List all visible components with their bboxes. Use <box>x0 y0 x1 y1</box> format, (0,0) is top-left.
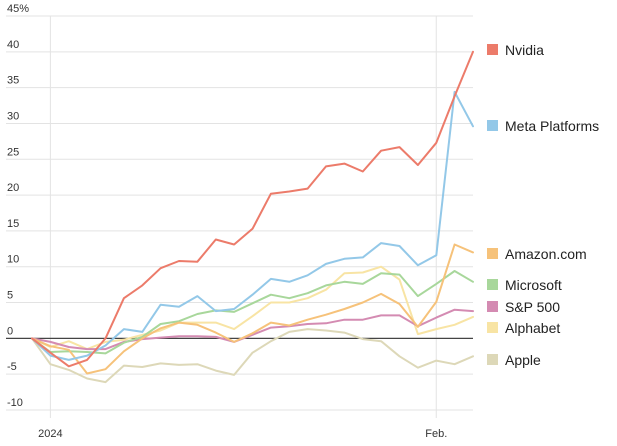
legend-swatch <box>487 279 498 290</box>
legend-item-s-p-500: S&P 500 <box>487 299 560 315</box>
legend-swatch <box>487 248 498 259</box>
legend-label: Alphabet <box>505 320 560 336</box>
legend-item-apple: Apple <box>487 352 541 368</box>
legend-label: Microsoft <box>505 277 562 293</box>
legend-label: Apple <box>505 352 541 368</box>
y-tick-label: -5 <box>7 361 17 373</box>
y-tick-label: 40 <box>7 39 19 51</box>
y-tick-label: 30 <box>7 110 19 122</box>
y-tick-label: 20 <box>7 182 19 194</box>
y-tick-label: 35 <box>7 75 19 87</box>
legend-item-microsoft: Microsoft <box>487 277 562 293</box>
y-tick-label: 25 <box>7 146 19 158</box>
y-tick-label: -10 <box>7 397 23 409</box>
legend-item-amazon-com: Amazon.com <box>487 246 587 262</box>
legend-swatch <box>487 354 498 365</box>
series-line-microsoft <box>31 270 474 355</box>
legend-item-meta-platforms: Meta Platforms <box>487 118 599 134</box>
axis-layer: 45% 40 35 30 25 20 15 10 5 0 -5 -10 2024 Feb. <box>6 3 473 440</box>
series-line-alphabet <box>31 265 474 351</box>
legend-label: Meta Platforms <box>505 118 599 134</box>
y-tick-label: 15 <box>7 218 19 230</box>
x-tick-label: 2024 <box>38 428 62 440</box>
legend-label: Nvidia <box>505 42 544 58</box>
series-layer <box>31 50 474 384</box>
y-tick-label: 0 <box>7 325 13 337</box>
series-line-meta-platforms <box>31 90 474 361</box>
y-tick-label: 10 <box>7 254 19 266</box>
y-tick-label: 45% <box>7 3 29 15</box>
y-tick-label: 5 <box>7 290 13 302</box>
series-line-s-p-500 <box>31 308 474 351</box>
series-line-apple <box>31 328 474 384</box>
legend-item-alphabet: Alphabet <box>487 320 560 336</box>
legend-label: S&P 500 <box>505 299 560 315</box>
legend-swatch <box>487 322 498 333</box>
legend-swatch <box>487 44 498 55</box>
legend: Nvidia Meta Platforms Amazon.com Microsoft S… <box>487 42 599 368</box>
legend-label: Amazon.com <box>505 246 587 262</box>
legend-swatch <box>487 301 498 312</box>
legend-item-nvidia: Nvidia <box>487 42 544 58</box>
x-tick-label: Feb. <box>425 428 447 440</box>
legend-swatch <box>487 120 498 131</box>
series-line-amazon-com <box>31 243 474 375</box>
series-line-nvidia <box>31 50 474 368</box>
grid-layer <box>6 15 473 418</box>
